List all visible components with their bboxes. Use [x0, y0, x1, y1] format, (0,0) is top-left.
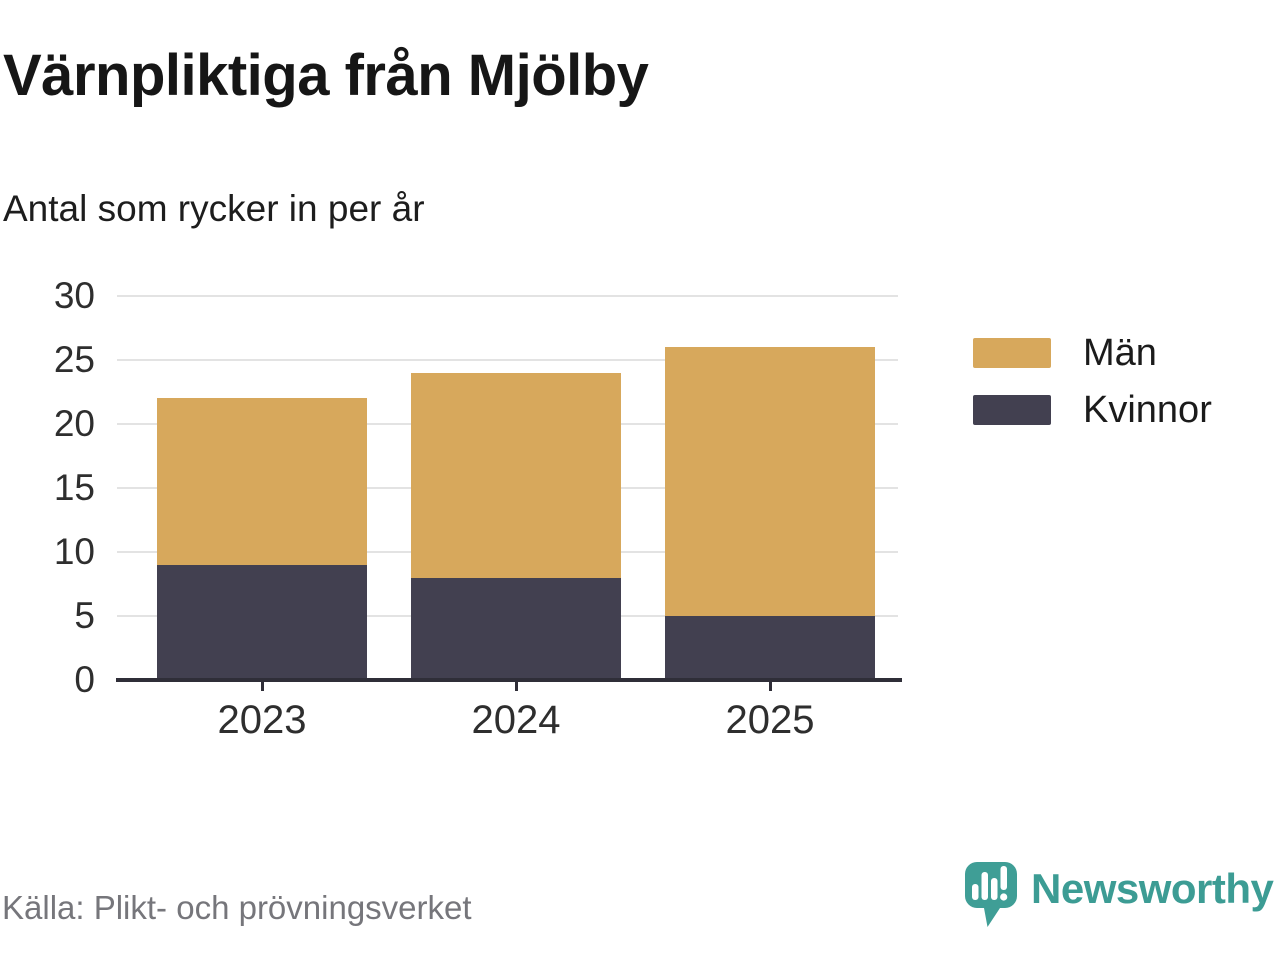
legend: Män Kvinnor: [973, 330, 1212, 444]
y-tick-label-25: 25: [53, 339, 95, 380]
bar-2025-kvinnor: [665, 616, 875, 680]
bar-2023-kvinnor: [157, 564, 367, 680]
x-tick-label-2023: 2023: [217, 698, 307, 742]
legend-swatch-kvinnor: [973, 394, 1051, 425]
gridline-30: [117, 295, 898, 297]
brand-name: Newsworthy: [1031, 865, 1274, 912]
y-tick-label-30: 30: [53, 275, 95, 316]
legend-swatch-man: [973, 337, 1051, 368]
y-tick-label-10: 10: [53, 531, 95, 572]
newsworthy-logo-icon: [965, 862, 1017, 927]
bar-2024-kvinnor: [411, 577, 621, 680]
y-tick-label-5: 5: [74, 595, 95, 636]
bar-2023-män: [157, 398, 367, 565]
bar-2025-män: [665, 347, 875, 616]
x-tick-label-2025: 2025: [725, 698, 815, 742]
legend-label-man: Män: [1083, 331, 1157, 374]
legend-item-man: Män: [973, 330, 1212, 375]
y-axis: 0 5 10 15 20 25 30: [0, 275, 95, 700]
y-tick-label-0: 0: [74, 659, 95, 700]
legend-label-kvinnor: Kvinnor: [1083, 388, 1212, 431]
x-tick-2025: [768, 682, 772, 691]
source-note: Källa: Plikt- och prövningsverket: [2, 889, 472, 926]
y-tick-label-20: 20: [53, 403, 95, 444]
x-axis-line: [116, 678, 902, 682]
legend-item-kvinnor: Kvinnor: [973, 387, 1212, 432]
gridline-25: [117, 359, 898, 361]
chart-title: Värnpliktiga från Mjölby: [3, 43, 649, 108]
brand-lockup: Newsworthy: [965, 862, 1274, 930]
bar-2024-män: [411, 372, 621, 578]
x-tick-2023: [260, 682, 264, 691]
x-tick-2024: [514, 682, 518, 691]
plot-area: 2023 2024 2025: [116, 295, 902, 740]
y-tick-label-15: 15: [53, 467, 95, 508]
chart-subtitle: Antal som rycker in per år: [3, 188, 425, 229]
x-tick-label-2024: 2024: [471, 698, 561, 742]
